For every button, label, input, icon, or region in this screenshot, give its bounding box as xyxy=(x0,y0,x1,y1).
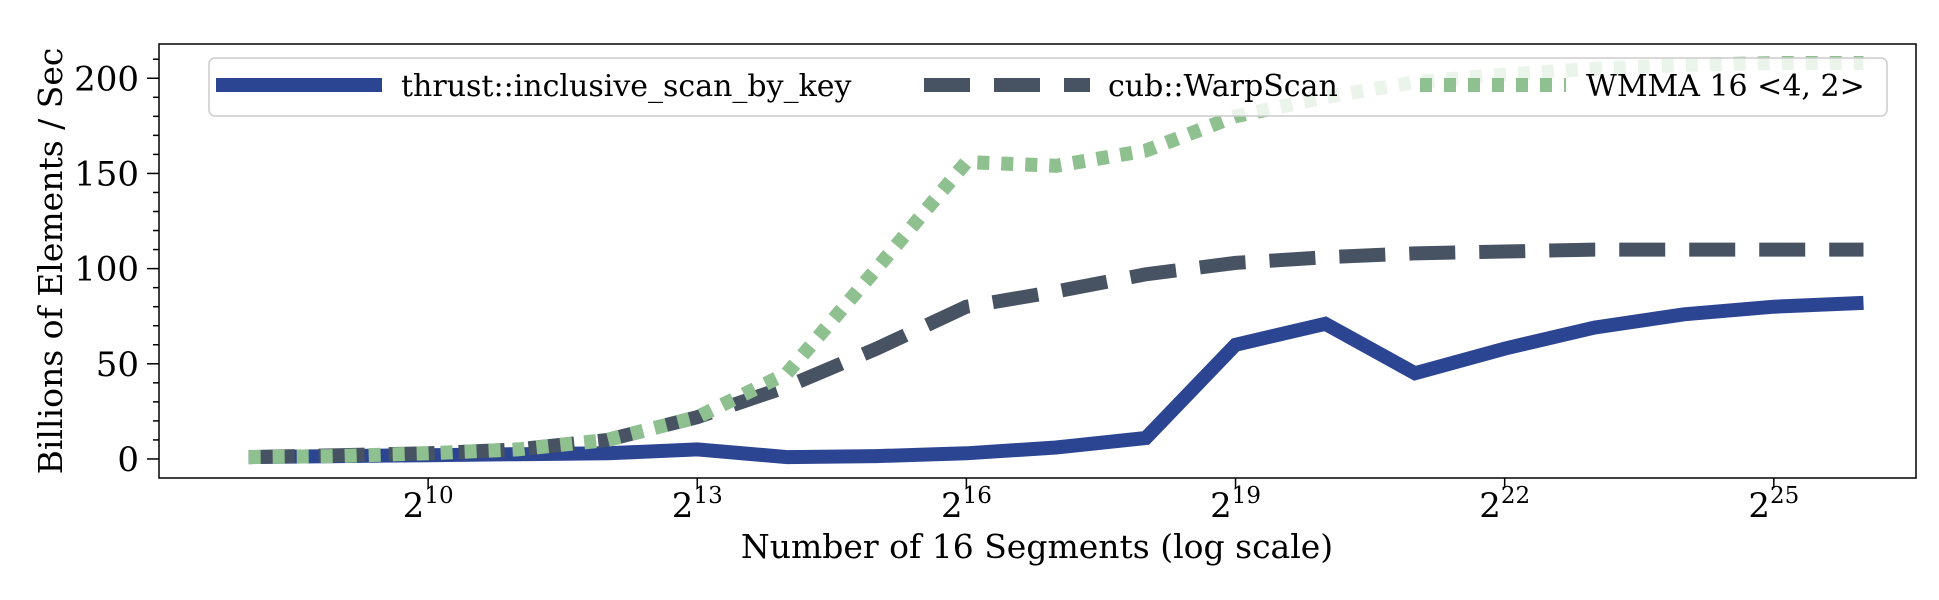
series-layer xyxy=(248,56,1864,465)
x-tick-label: 213 xyxy=(672,483,723,526)
x-tick-base: 2 xyxy=(403,486,425,526)
x-tick-base: 2 xyxy=(941,486,963,526)
x-axis: 210 213 216 219 222 225 xyxy=(403,478,1799,526)
series-line-2 xyxy=(248,242,1864,465)
y-tick-label: 50 xyxy=(96,345,139,385)
x-tick-label: 216 xyxy=(941,483,992,526)
series-line-1 xyxy=(248,295,1864,465)
x-tick-base: 2 xyxy=(672,486,694,526)
x-tick-base: 2 xyxy=(1210,486,1232,526)
series-line-3 xyxy=(248,56,1864,465)
x-tick-exponent: 25 xyxy=(1770,483,1799,509)
x-tick-exponent: 19 xyxy=(1232,483,1261,509)
y-tick-label: 0 xyxy=(117,440,139,480)
x-tick-exponent: 13 xyxy=(693,483,722,509)
legend-label-2: cub::WarpScan xyxy=(1108,69,1338,104)
legend-box xyxy=(208,57,1888,117)
x-tick-exponent: 22 xyxy=(1501,483,1530,509)
x-tick-label: 225 xyxy=(1748,483,1799,526)
y-tick-label: 150 xyxy=(74,154,139,194)
legend-label-3: WMMA 16 <4, 2> xyxy=(1586,69,1865,104)
legend: thrust::inclusive_scan_by_key cub::WarpSc… xyxy=(208,57,1888,117)
x-tick-exponent: 10 xyxy=(424,483,453,509)
x-tick-base: 2 xyxy=(1479,486,1501,526)
x-axis-label: Number of 16 Segments (log scale) xyxy=(741,527,1333,566)
y-axis-label: Billions of Elements / Sec xyxy=(31,48,70,475)
y-tick-label: 200 xyxy=(74,59,139,99)
y-axis: 0 50 100 150 200 xyxy=(74,58,159,480)
x-tick-exponent: 16 xyxy=(963,483,992,509)
plot-frame xyxy=(158,43,1917,479)
x-tick-label: 222 xyxy=(1479,483,1530,526)
x-tick-base: 2 xyxy=(1748,486,1770,526)
x-tick-label: 219 xyxy=(1210,483,1261,526)
y-tick-label: 100 xyxy=(74,250,139,290)
x-tick-label: 210 xyxy=(403,483,454,526)
legend-label-1: thrust::inclusive_scan_by_key xyxy=(401,69,852,104)
